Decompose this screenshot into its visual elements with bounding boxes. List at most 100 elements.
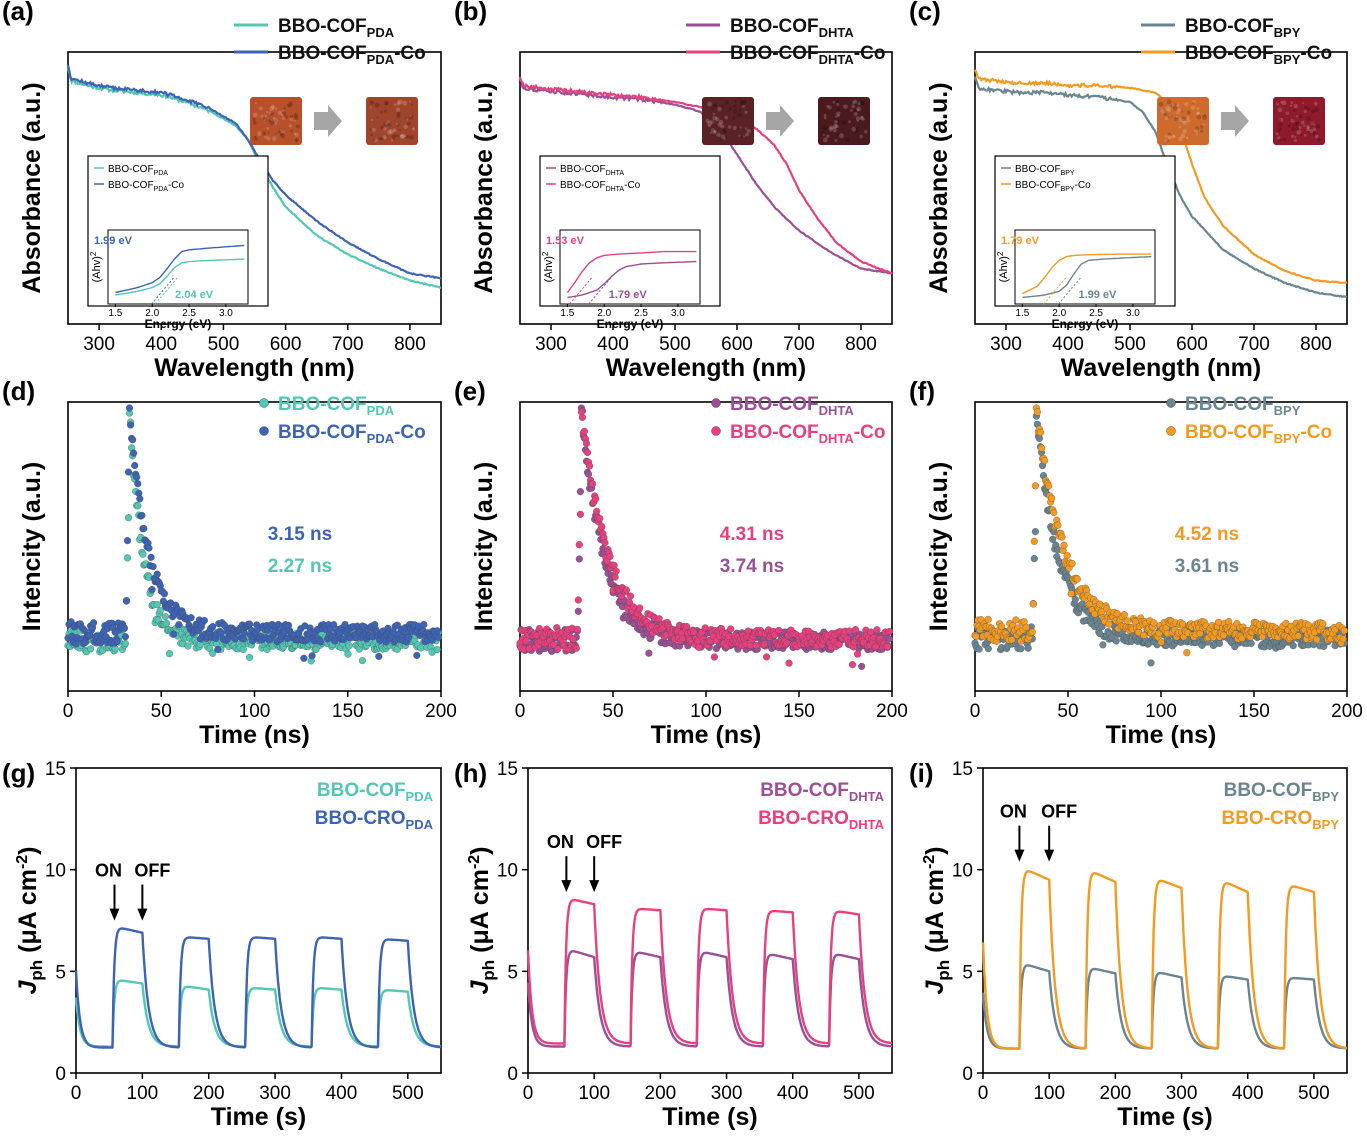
photo-texture bbox=[272, 116, 276, 120]
photo-texture bbox=[1182, 129, 1187, 134]
photo-texture bbox=[832, 126, 836, 130]
data-point bbox=[1041, 456, 1049, 465]
y-tick-label: 15 bbox=[952, 759, 973, 780]
photo-texture bbox=[404, 116, 408, 120]
panel-label: (c) bbox=[909, 0, 941, 26]
photo-texture bbox=[1295, 126, 1300, 131]
data-point bbox=[124, 468, 133, 476]
data-point bbox=[586, 462, 594, 470]
photo-texture bbox=[1276, 102, 1280, 106]
photo-texture bbox=[275, 133, 279, 137]
photo-texture bbox=[845, 137, 850, 142]
data-point bbox=[1067, 590, 1075, 598]
inset-legend-name: BBO-COF bbox=[108, 180, 154, 191]
inset-x-tick-label: 2.0 bbox=[1052, 308, 1066, 319]
legend-subscript: BPY bbox=[1274, 431, 1301, 446]
legend-label: BBO-COFDHTA-Co bbox=[730, 43, 885, 67]
legend-label: BBO-COFBPY bbox=[1185, 16, 1301, 40]
panel-h: 0 100 200 300 400 500 Time (s) (h) 0 5 10 15 Jph (μA… bbox=[454, 758, 893, 1131]
photo-texture bbox=[395, 122, 400, 127]
photo-texture bbox=[835, 107, 841, 112]
x-tick-label: 500 bbox=[1114, 334, 1146, 355]
photo-texture bbox=[392, 128, 397, 133]
inset-legend-subscript: PDA bbox=[154, 186, 169, 193]
y-tick-label: 0 bbox=[962, 1064, 973, 1085]
photo-texture bbox=[1294, 121, 1300, 127]
photo-texture bbox=[1196, 107, 1200, 110]
data-point bbox=[762, 653, 771, 661]
photo-texture bbox=[822, 125, 828, 131]
arrow-icon bbox=[1014, 849, 1025, 862]
data-point bbox=[972, 632, 980, 640]
photo-texture bbox=[1294, 139, 1297, 143]
inset-legend-suffix: -Co bbox=[624, 180, 641, 191]
data-point bbox=[1031, 528, 1039, 536]
data-point bbox=[239, 645, 247, 653]
x-tick-label: 100 bbox=[239, 701, 271, 722]
inset-y-axis-label: (Ahv)2 bbox=[89, 251, 103, 282]
y-label-subscript: ph bbox=[934, 960, 953, 981]
data-point bbox=[433, 627, 441, 635]
photo-texture bbox=[742, 99, 748, 105]
photo-texture bbox=[262, 131, 267, 136]
photo-texture bbox=[1164, 138, 1168, 143]
arrow-icon bbox=[780, 105, 794, 137]
photo-texture bbox=[832, 128, 837, 133]
y-tick-label: 10 bbox=[952, 861, 973, 882]
data-point bbox=[162, 619, 171, 627]
photo-texture bbox=[295, 124, 301, 129]
photo-texture bbox=[710, 119, 715, 124]
data-point bbox=[149, 563, 157, 571]
x-tick-label: 400 bbox=[1232, 1083, 1264, 1104]
data-point bbox=[127, 421, 135, 429]
data-point bbox=[598, 523, 606, 531]
inset-x-tick-label: 3.0 bbox=[219, 308, 233, 319]
data-point bbox=[123, 537, 132, 545]
photo-texture bbox=[384, 136, 387, 140]
legend-label: BBO-COFPDA bbox=[278, 16, 395, 40]
photo-texture bbox=[370, 133, 373, 137]
photo-texture bbox=[277, 110, 283, 116]
data-point bbox=[131, 461, 139, 470]
photo-texture bbox=[822, 133, 825, 136]
lifetime-label: 3.15 ns bbox=[268, 524, 332, 545]
data-point bbox=[209, 623, 217, 631]
photo-texture bbox=[1307, 130, 1311, 134]
photo-texture bbox=[384, 101, 389, 106]
photo-texture bbox=[1182, 121, 1187, 126]
data-point bbox=[695, 643, 703, 651]
panel-label: (b) bbox=[454, 0, 487, 26]
legend-subscript: PDA bbox=[367, 25, 395, 40]
arrow-icon bbox=[1235, 105, 1249, 137]
data-point bbox=[375, 652, 383, 660]
data-point bbox=[175, 621, 183, 629]
data-point bbox=[300, 654, 308, 662]
x-tick-label: 200 bbox=[876, 701, 908, 722]
photo-texture bbox=[402, 100, 408, 106]
data-point bbox=[358, 657, 366, 665]
x-tick-label: 300 bbox=[83, 334, 115, 355]
photo-texture bbox=[369, 128, 373, 132]
y-label-close: ) bbox=[921, 846, 949, 854]
photo-texture bbox=[1299, 133, 1303, 136]
inset-x-tick-label: 3.0 bbox=[671, 308, 685, 319]
photo-texture bbox=[834, 138, 838, 142]
inset-legend-label: BBO-COFDHTA-Co bbox=[560, 180, 641, 193]
legend-name: BBO-COF bbox=[278, 16, 367, 37]
series-line bbox=[526, 950, 893, 1048]
legend-name: BBO-COF bbox=[1185, 16, 1274, 37]
x-axis-label: Time (ns) bbox=[651, 721, 762, 749]
data-point bbox=[113, 637, 121, 645]
x-tick-label: 200 bbox=[1100, 1083, 1132, 1104]
x-tick-label: 700 bbox=[783, 334, 815, 355]
legend-name: BBO-CRO bbox=[315, 808, 406, 829]
data-point bbox=[574, 607, 582, 615]
photo-texture bbox=[861, 117, 865, 121]
photo-texture bbox=[732, 108, 738, 114]
x-tick-label: 0 bbox=[71, 1083, 82, 1104]
legend-name: BBO-COF bbox=[278, 394, 367, 415]
photo-texture bbox=[834, 120, 838, 124]
photo-texture bbox=[1304, 105, 1308, 109]
photo-texture bbox=[382, 135, 387, 139]
